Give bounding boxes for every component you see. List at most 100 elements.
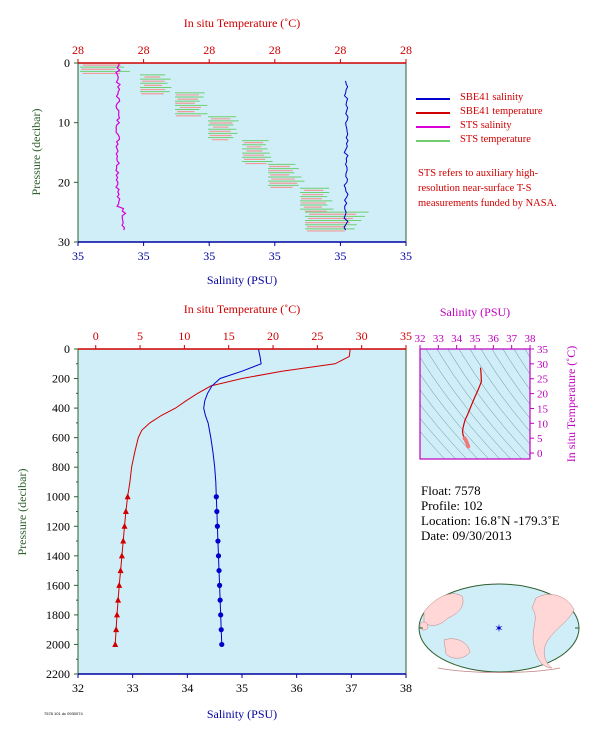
top-temp-tick-label: 28 <box>138 43 150 57</box>
top-temp-tick-label: 28 <box>269 43 281 57</box>
sbe41-salinity-line <box>343 80 349 231</box>
temperature-marker <box>113 626 120 633</box>
ts-density-contour <box>480 349 530 419</box>
ts-sal-tick-label: 33 <box>433 333 445 345</box>
salinity-marker <box>216 582 223 588</box>
main-pressure-tick-label: 1200 <box>46 519 70 533</box>
legend-swatch <box>416 98 450 100</box>
ts-density-contour <box>491 349 530 405</box>
temperature-marker <box>122 508 129 514</box>
top-pressure-tick-label: 0 <box>64 56 70 70</box>
main-sal-tick-label: 38 <box>400 681 412 695</box>
salinity-marker <box>215 553 222 559</box>
main-traces <box>112 348 351 648</box>
temperature-marker <box>112 640 119 647</box>
main-sal-tick-label: 36 <box>291 681 303 695</box>
main-temp-tick-label: 5 <box>137 329 143 343</box>
ts-density-contour <box>502 349 530 391</box>
ts-sal-tick-label: 37 <box>506 333 518 345</box>
ts-density-contour <box>458 349 530 445</box>
temperature-marker <box>114 611 121 618</box>
temperature-marker <box>121 522 128 529</box>
temperature-marker <box>124 493 131 500</box>
top-axis-ticks: 28 28 28 28 28 28 35 35 35 35 35 35 0 10 20 30 <box>58 43 412 263</box>
main-sal-axis-label: Salinity (PSU) <box>207 707 277 721</box>
temperature-marker <box>120 537 127 544</box>
legend-label: SBE41 temperature <box>460 106 543 117</box>
main-pressure-tick-label: 400 <box>52 401 70 415</box>
main-pressure-tick-label: 1400 <box>46 549 70 563</box>
ts-temp-tick-label: 15 <box>537 403 549 415</box>
main-pressure-axis-label: Pressure (decibar) <box>15 469 29 556</box>
top-temp-tick-label: 28 <box>72 43 84 57</box>
map-land-antarctica <box>437 667 561 673</box>
salinity-marker <box>216 567 222 574</box>
top-temp-tick-label: 28 <box>400 43 412 57</box>
legend-label: SBE41 salinity <box>460 92 524 103</box>
sts-note: STS refers to auxiliary high-resolution … <box>418 168 557 209</box>
main-temp-tick-label: 20 <box>267 329 279 343</box>
main-pressure-tick-label: 1000 <box>46 490 70 504</box>
top-pressure-tick-label: 10 <box>58 116 70 130</box>
top-sal-tick-label: 35 <box>203 249 215 263</box>
ts-density-contour <box>420 373 489 459</box>
top-plot-area <box>78 63 406 242</box>
top-sal-tick-label: 35 <box>334 249 346 263</box>
salinity-marker <box>214 523 220 529</box>
main-pressure-tick-label: 1600 <box>46 578 70 592</box>
ts-sal-tick-label: 35 <box>470 333 482 345</box>
ts-density-contour <box>513 349 530 375</box>
main-pressure-tick-label: 200 <box>52 372 70 386</box>
main-sal-tick-label: 32 <box>72 681 84 695</box>
main-pressure-tick-label: 2000 <box>46 637 70 651</box>
salinity-marker <box>213 494 219 500</box>
ts-marker <box>466 444 471 449</box>
float-info: Float: 7578 Profile: 102 Location: 16.8˚… <box>421 483 560 543</box>
ts-sal-tick-label: 32 <box>415 333 426 345</box>
top-plot: 28 28 28 28 28 28 35 35 35 35 35 35 0 10 20 30 In situ … <box>29 16 412 287</box>
profile-number: Profile: 102 <box>421 498 483 513</box>
location: Location: 16.8˚N -179.3˚E <box>421 513 560 528</box>
salinity-marker <box>219 641 225 648</box>
ts-temp-tick-label: 5 <box>537 433 543 445</box>
top-pressure-tick-label: 30 <box>58 235 70 249</box>
temperature-marker <box>115 596 122 603</box>
ts-temp-axis-label: In situ Temperature (˚C) <box>564 346 578 463</box>
top-temp-axis-label: In situ Temperature (˚C) <box>184 16 301 30</box>
map-land-americas <box>531 594 575 669</box>
ts-contour-group <box>420 349 530 459</box>
ts-sal-tick-label: 34 <box>451 333 463 345</box>
main-sal-tick-label: 34 <box>181 681 193 695</box>
ts-sal-axis-label: Salinity (PSU) <box>440 305 510 319</box>
ts-plot: 32 33 34 35 36 37 38 0 5 10 15 20 25 30 35 Salinity (P… <box>415 305 579 463</box>
ts-temp-tick-label: 25 <box>537 374 549 386</box>
main-sal-tick-label: 33 <box>127 681 139 695</box>
ts-temp-tick-label: 10 <box>537 418 549 430</box>
salinity-marker <box>214 508 220 515</box>
top-temp-tick-label: 28 <box>203 43 215 57</box>
ts-axis-ticks: 32 33 34 35 36 37 38 0 5 10 15 20 25 30 35 <box>415 333 549 460</box>
legend-swatch <box>416 112 450 114</box>
legend-label: STS temperature <box>460 134 531 145</box>
main-plot: 0 5 10 15 20 25 30 35 32 33 34 35 36 37 38 0 200 400 600 80… <box>15 302 412 721</box>
main-pressure-tick-label: 600 <box>52 431 70 445</box>
float-location-marker: ✶ <box>494 623 503 635</box>
ts-density-contour <box>425 349 511 459</box>
ts-temp-tick-label: 0 <box>537 448 543 460</box>
main-sal-tick-label: 37 <box>345 681 357 695</box>
footer-id: 7578 101 dc 0930074 <box>44 711 83 716</box>
legend-label: STS salinity <box>460 120 512 131</box>
main-sal-tick-label: 35 <box>236 681 248 695</box>
ts-density-contour <box>420 389 478 459</box>
top-traces <box>80 62 369 232</box>
salinity-marker <box>218 627 224 633</box>
world-map: ✶ <box>418 583 580 673</box>
temperature-marker <box>117 567 124 574</box>
main-pressure-tick-label: 800 <box>52 460 70 474</box>
top-sal-tick-label: 35 <box>400 249 412 263</box>
ts-temp-tick-label: 35 <box>537 344 549 356</box>
ts-density-contours <box>420 349 530 459</box>
ts-density-contour <box>420 404 467 459</box>
salinity-marker <box>218 612 224 618</box>
